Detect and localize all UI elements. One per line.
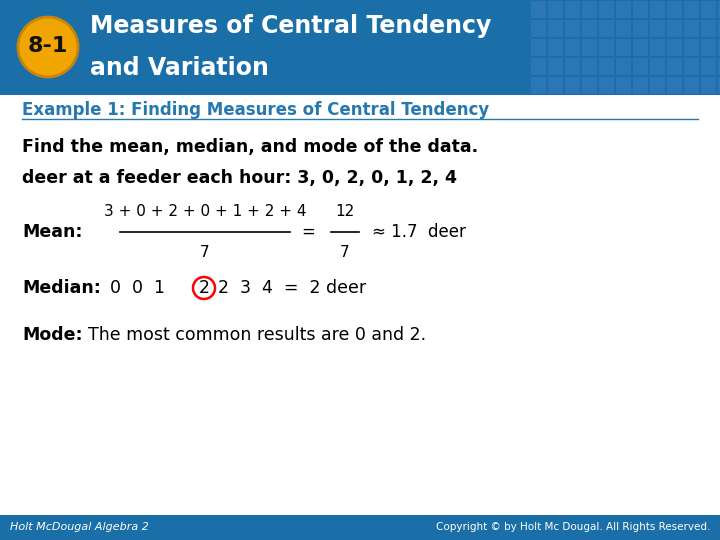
FancyBboxPatch shape bbox=[650, 1, 665, 18]
FancyBboxPatch shape bbox=[667, 58, 682, 75]
FancyBboxPatch shape bbox=[701, 1, 716, 18]
Text: 7: 7 bbox=[340, 245, 350, 260]
FancyBboxPatch shape bbox=[633, 58, 648, 75]
Text: =: = bbox=[301, 223, 315, 241]
FancyBboxPatch shape bbox=[650, 58, 665, 75]
FancyBboxPatch shape bbox=[599, 58, 614, 75]
Text: ≈ 1.7  deer: ≈ 1.7 deer bbox=[372, 223, 466, 241]
FancyBboxPatch shape bbox=[633, 20, 648, 37]
FancyBboxPatch shape bbox=[582, 1, 597, 18]
FancyBboxPatch shape bbox=[616, 77, 631, 94]
FancyBboxPatch shape bbox=[684, 39, 699, 56]
Circle shape bbox=[18, 17, 78, 77]
FancyBboxPatch shape bbox=[582, 58, 597, 75]
Text: Holt McDougal Algebra 2: Holt McDougal Algebra 2 bbox=[10, 523, 149, 532]
Text: Example 1: Finding Measures of Central Tendency: Example 1: Finding Measures of Central T… bbox=[22, 101, 490, 119]
FancyBboxPatch shape bbox=[701, 20, 716, 37]
Text: 2  3  4  =  2 deer: 2 3 4 = 2 deer bbox=[218, 279, 366, 297]
FancyBboxPatch shape bbox=[718, 20, 720, 37]
FancyBboxPatch shape bbox=[548, 39, 563, 56]
FancyBboxPatch shape bbox=[616, 58, 631, 75]
FancyBboxPatch shape bbox=[684, 20, 699, 37]
FancyBboxPatch shape bbox=[718, 77, 720, 94]
FancyBboxPatch shape bbox=[531, 77, 546, 94]
Text: and Variation: and Variation bbox=[90, 56, 269, 80]
Text: 3 + 0 + 2 + 0 + 1 + 2 + 4: 3 + 0 + 2 + 0 + 1 + 2 + 4 bbox=[104, 204, 306, 219]
FancyBboxPatch shape bbox=[565, 58, 580, 75]
FancyBboxPatch shape bbox=[667, 1, 682, 18]
FancyBboxPatch shape bbox=[667, 39, 682, 56]
FancyBboxPatch shape bbox=[531, 39, 546, 56]
FancyBboxPatch shape bbox=[701, 39, 716, 56]
FancyBboxPatch shape bbox=[616, 1, 631, 18]
FancyBboxPatch shape bbox=[718, 39, 720, 56]
Text: Measures of Central Tendency: Measures of Central Tendency bbox=[90, 14, 491, 38]
FancyBboxPatch shape bbox=[701, 58, 716, 75]
FancyBboxPatch shape bbox=[633, 77, 648, 94]
FancyBboxPatch shape bbox=[565, 20, 580, 37]
Text: Mode:: Mode: bbox=[22, 326, 83, 344]
Text: Median:: Median: bbox=[22, 279, 101, 297]
Text: deer at a feeder each hour: 3, 0, 2, 0, 1, 2, 4: deer at a feeder each hour: 3, 0, 2, 0, … bbox=[22, 169, 457, 187]
FancyBboxPatch shape bbox=[599, 77, 614, 94]
FancyBboxPatch shape bbox=[701, 77, 716, 94]
FancyBboxPatch shape bbox=[548, 20, 563, 37]
FancyBboxPatch shape bbox=[718, 1, 720, 18]
FancyBboxPatch shape bbox=[633, 1, 648, 18]
FancyBboxPatch shape bbox=[599, 39, 614, 56]
FancyBboxPatch shape bbox=[650, 77, 665, 94]
FancyBboxPatch shape bbox=[548, 1, 563, 18]
FancyBboxPatch shape bbox=[582, 77, 597, 94]
Text: 0  0  1: 0 0 1 bbox=[110, 279, 165, 297]
FancyBboxPatch shape bbox=[582, 39, 597, 56]
FancyBboxPatch shape bbox=[599, 1, 614, 18]
Text: 2: 2 bbox=[199, 279, 210, 297]
FancyBboxPatch shape bbox=[565, 1, 580, 18]
FancyBboxPatch shape bbox=[667, 77, 682, 94]
FancyBboxPatch shape bbox=[684, 1, 699, 18]
FancyBboxPatch shape bbox=[565, 77, 580, 94]
Text: 8-1: 8-1 bbox=[28, 36, 68, 56]
FancyBboxPatch shape bbox=[0, 515, 720, 540]
FancyBboxPatch shape bbox=[548, 77, 563, 94]
FancyBboxPatch shape bbox=[650, 20, 665, 37]
Text: 7: 7 bbox=[200, 245, 210, 260]
FancyBboxPatch shape bbox=[633, 39, 648, 56]
FancyBboxPatch shape bbox=[531, 20, 546, 37]
FancyBboxPatch shape bbox=[548, 58, 563, 75]
FancyBboxPatch shape bbox=[684, 77, 699, 94]
FancyBboxPatch shape bbox=[616, 39, 631, 56]
FancyBboxPatch shape bbox=[531, 58, 546, 75]
FancyBboxPatch shape bbox=[650, 39, 665, 56]
Text: Mean:: Mean: bbox=[22, 223, 83, 241]
Text: 12: 12 bbox=[336, 204, 355, 219]
FancyBboxPatch shape bbox=[667, 20, 682, 37]
FancyBboxPatch shape bbox=[616, 20, 631, 37]
FancyBboxPatch shape bbox=[0, 0, 720, 95]
FancyBboxPatch shape bbox=[582, 20, 597, 37]
FancyBboxPatch shape bbox=[531, 1, 546, 18]
FancyBboxPatch shape bbox=[565, 39, 580, 56]
Text: Find the mean, median, and mode of the data.: Find the mean, median, and mode of the d… bbox=[22, 138, 478, 156]
Text: The most common results are 0 and 2.: The most common results are 0 and 2. bbox=[88, 326, 426, 344]
FancyBboxPatch shape bbox=[599, 20, 614, 37]
Text: Copyright © by Holt Mc Dougal. All Rights Reserved.: Copyright © by Holt Mc Dougal. All Right… bbox=[436, 523, 710, 532]
FancyBboxPatch shape bbox=[718, 58, 720, 75]
FancyBboxPatch shape bbox=[684, 58, 699, 75]
Circle shape bbox=[193, 277, 215, 299]
